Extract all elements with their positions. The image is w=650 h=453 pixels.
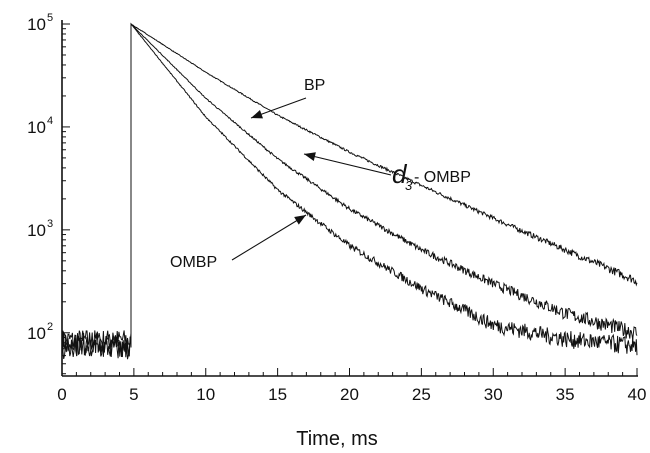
x-tick-label: 10 — [196, 385, 215, 404]
series-line-3 — [61, 22, 638, 360]
y-tick-label: 10 — [27, 15, 46, 34]
y-tick-label: 10 — [27, 221, 46, 240]
y-tick-exponent: 2 — [47, 321, 53, 333]
label-bp: BP — [304, 77, 325, 94]
label-d3-ombp: - OMBP — [414, 169, 471, 186]
x-tick-label: 40 — [628, 385, 647, 404]
x-tick-label: 20 — [340, 385, 359, 404]
y-tick-label: 10 — [27, 324, 46, 343]
y-tick-exponent: 5 — [47, 12, 53, 24]
x-tick-label: 5 — [129, 385, 138, 404]
x-tick-label: 30 — [484, 385, 503, 404]
arrow-ombp — [231, 214, 307, 261]
label-ombp: OMBP — [170, 254, 217, 271]
arrow-d3-ombp — [303, 153, 392, 176]
x-tick-label: 0 — [57, 385, 66, 404]
x-tick-label: 15 — [268, 385, 287, 404]
y-tick-label: 10 — [27, 118, 46, 137]
y-tick-exponent: 3 — [47, 218, 53, 230]
arrow-d3-ombp-head — [304, 152, 316, 161]
series-layer — [61, 22, 638, 360]
label-d3-sub: 3 — [405, 178, 413, 193]
x-axis-title: Time, ms — [296, 428, 377, 450]
x-tick-label: 35 — [556, 385, 575, 404]
y-tick-exponent: 4 — [47, 115, 53, 127]
arrow-bp-head — [251, 110, 263, 119]
label-d3-prefix: d — [392, 159, 408, 189]
annotation-layer: BP d3- OMBP OMBP — [170, 77, 471, 271]
arrow-ombp-head — [294, 215, 306, 225]
x-tick-label: 25 — [412, 385, 431, 404]
series-line-2 — [61, 22, 638, 358]
series-line-1 — [61, 23, 638, 355]
